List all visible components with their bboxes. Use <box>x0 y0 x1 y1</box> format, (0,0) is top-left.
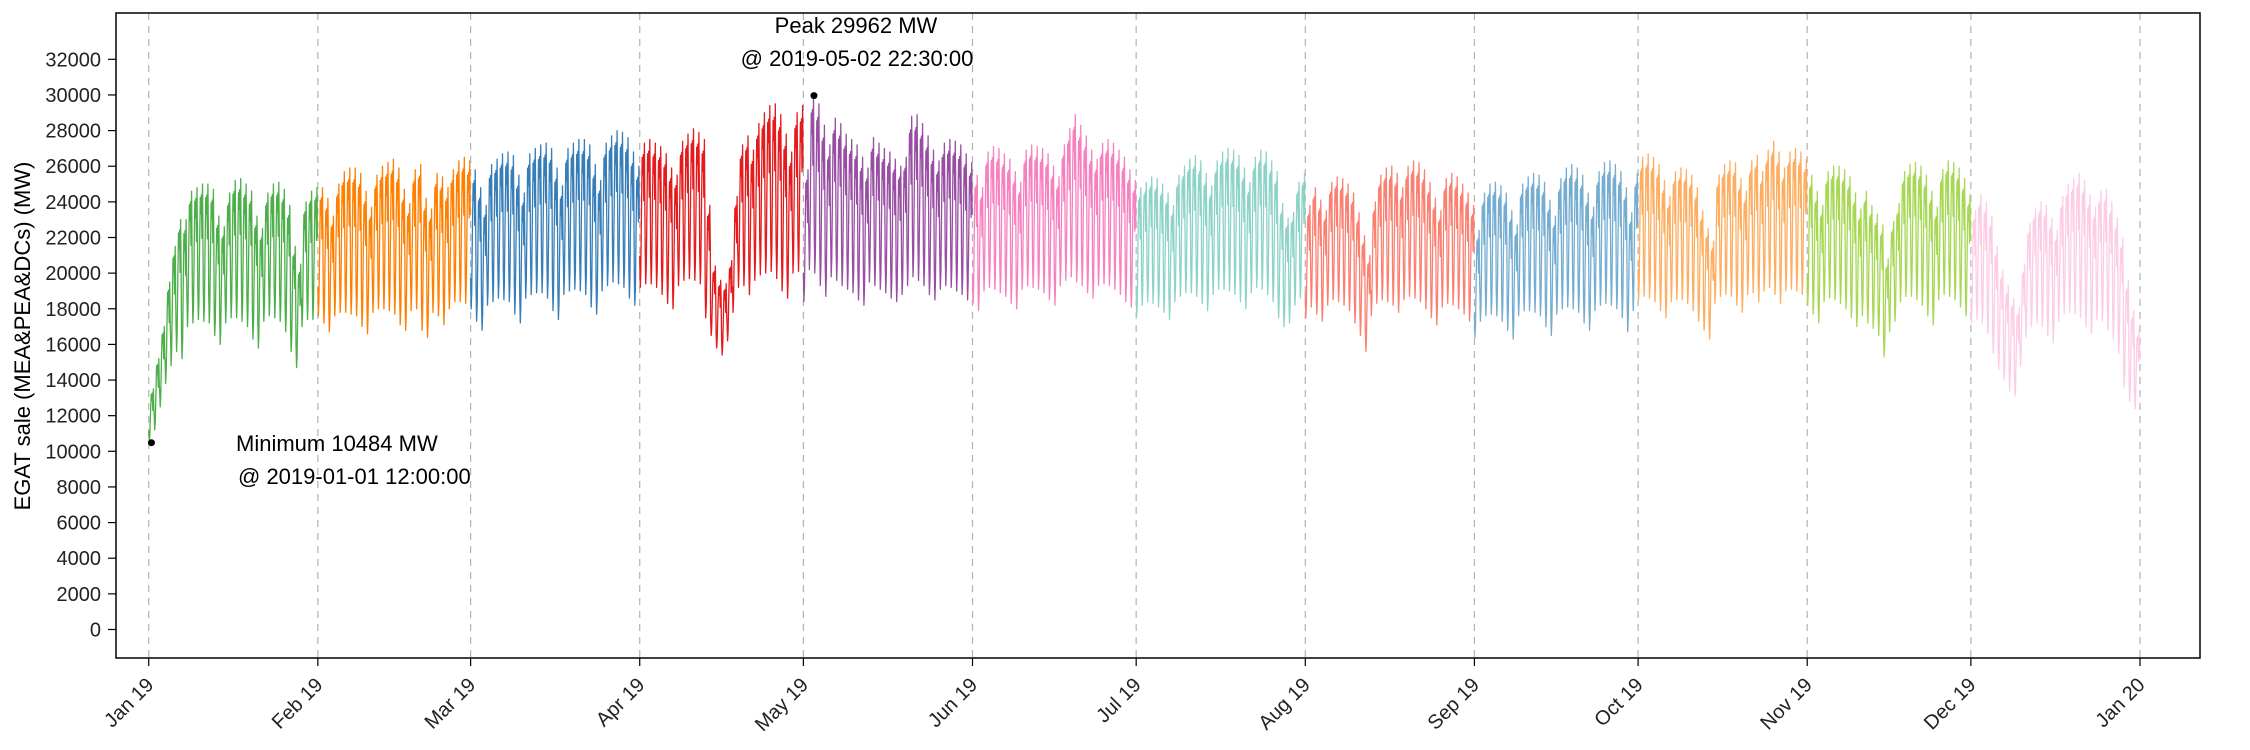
y-tick-label: 22000 <box>45 228 101 250</box>
vertical-gridlines <box>148 13 2141 658</box>
series-line-2019-02 <box>317 156 471 338</box>
y-axis: 0 2000 4000 6000 8000 10000 12000 14000 16000 180… <box>45 49 116 641</box>
series-layer <box>148 94 2141 444</box>
y-tick-label: 30000 <box>45 85 101 107</box>
y-tick-label: 32000 <box>45 49 101 71</box>
series-line-2019-07 <box>1135 147 1306 328</box>
y-tick-label: 0 <box>90 619 101 641</box>
y-tick-label: 4000 <box>57 548 102 570</box>
y-tick-label: 16000 <box>45 334 101 356</box>
y-tick-label: 24000 <box>45 192 101 214</box>
peak-annotation-line-1: Peak 29962 MW <box>775 13 938 38</box>
series-line-2019-11 <box>1806 160 1972 358</box>
y-tick-label: 26000 <box>45 156 101 178</box>
minimum-annotation-line-1: Minimum 10484 MW <box>236 431 438 456</box>
series-line-2019-01 <box>148 178 319 444</box>
y-tick-label: 18000 <box>45 299 101 321</box>
series-line-2019-08 <box>1304 160 1475 353</box>
y-tick-label: 20000 <box>45 263 101 285</box>
series-line-2019-04 <box>639 103 804 356</box>
series-line-2019-05 <box>802 94 973 306</box>
series-line-2019-09 <box>1473 160 1639 340</box>
y-tick-label: 2000 <box>57 584 102 606</box>
plot-frame <box>115 12 2201 659</box>
y-tick-label: 28000 <box>45 121 101 143</box>
y-tick-label: 10000 <box>45 441 101 463</box>
peak-marker <box>810 92 818 100</box>
annotation-layer: Peak 29962 MW @ 2019-05-02 22:30:00 Mini… <box>147 13 974 489</box>
y-axis-title: EGAT sale (MEA&PEA&DCs) (MW) <box>10 162 35 511</box>
series-line-2019-06 <box>971 113 1137 312</box>
peak-annotation-line-2: @ 2019-05-02 22:30:00 <box>741 46 974 71</box>
y-tick-label: 8000 <box>57 477 102 499</box>
minimum-annotation-line-2: @ 2019-01-01 12:00:00 <box>238 464 471 489</box>
minimum-marker <box>147 439 155 447</box>
series-line-2019-12 <box>1970 172 2141 410</box>
series-line-2019-10 <box>1637 140 1808 340</box>
series-line-2019-03 <box>469 129 640 331</box>
y-tick-label: 6000 <box>57 513 102 535</box>
y-tick-label: 14000 <box>45 370 101 392</box>
y-tick-label: 12000 <box>45 406 101 428</box>
